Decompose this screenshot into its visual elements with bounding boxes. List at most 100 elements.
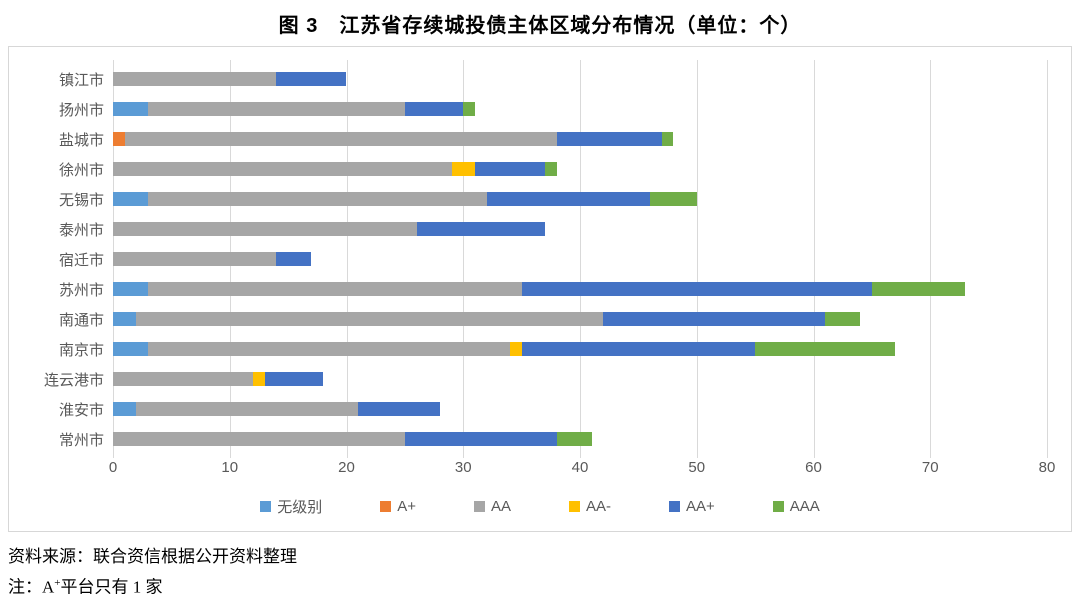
bar-segment-aaa [556, 432, 592, 446]
legend-marker-icon [260, 500, 272, 512]
bar-segment-aa- [509, 342, 522, 356]
bar-segment-aa+ [521, 342, 756, 356]
bar-segment-aa [113, 432, 405, 446]
bar-row [113, 184, 1047, 214]
bar-stack [113, 252, 1047, 266]
legend-item: AA [473, 497, 511, 515]
bar-segment-aa [113, 252, 277, 266]
bar-segment-无级别 [113, 342, 149, 356]
bar-stack [113, 402, 1047, 416]
x-tick-label: 80 [1038, 459, 1056, 476]
category-label: 泰州市 [58, 221, 104, 239]
bar-segment-aaa [463, 102, 475, 116]
bar-row [113, 124, 1047, 154]
bar-stack [113, 342, 1047, 356]
bar-row [113, 364, 1047, 394]
category-label: 苏州市 [58, 281, 104, 299]
bar-segment-aa+ [276, 72, 347, 86]
bar-row [113, 154, 1047, 184]
footnote-suffix: 平台只有 1 家 [60, 577, 163, 597]
legend-item: AA+ [669, 498, 715, 515]
gridline [813, 60, 815, 458]
legend-marker-icon [772, 500, 784, 512]
bar-segment-aa [136, 312, 604, 326]
legend-label: A+ [397, 497, 416, 515]
bar-stack [113, 312, 1047, 326]
x-tick-label: 50 [688, 459, 706, 476]
bar-stack [113, 222, 1047, 236]
bar-segment-aa [148, 342, 510, 356]
x-axis-spacer [9, 457, 113, 479]
source-note: 资料来源：联合资信根据公开资料整理 [8, 544, 1080, 570]
bar-segment-无级别 [113, 192, 149, 206]
bar-stack [113, 162, 1047, 176]
bar-row [113, 334, 1047, 364]
legend-item: AA- [568, 497, 611, 515]
bar-segment-无级别 [113, 402, 137, 416]
bar-segment-aa [136, 402, 359, 416]
category-label: 常州市 [58, 431, 104, 449]
bar-row [113, 424, 1047, 454]
x-tick-label: 10 [221, 459, 239, 476]
bar-stack [113, 372, 1047, 386]
gridline [463, 60, 465, 458]
bar-segment-aa+ [556, 132, 662, 146]
y-axis-labels: 镇江市 扬州市 盐城市 徐州市 无锡市 泰州市 宿迁市 苏州市 南通市 南京市 连云港市 淮安市 常州市 [9, 64, 113, 454]
bar-row [113, 214, 1047, 244]
legend-marker-icon [473, 500, 485, 512]
category-label: 徐州市 [58, 161, 104, 179]
bar-segment-无级别 [113, 312, 137, 326]
x-axis-ticks: 0 10 20 30 40 50 60 70 80 [109, 457, 1056, 479]
bar-row [113, 244, 1047, 274]
category-label: 盐城市 [58, 131, 104, 149]
bar-segment-aa [148, 102, 405, 116]
legend-label: AA+ [686, 497, 715, 515]
bar-stack [113, 192, 1047, 206]
legend-item: A+ [380, 498, 416, 515]
bar-row [113, 94, 1047, 124]
legend-label: AA [490, 497, 511, 515]
bar-segment-aa [124, 132, 557, 146]
category-label: 宿迁市 [58, 251, 104, 269]
bar-segment-aa+ [474, 162, 545, 176]
bar-row [113, 274, 1047, 304]
bar-segment-aa+ [416, 222, 545, 236]
source-note-text: 资料来源：联合资信根据公开资料整理 [8, 547, 297, 566]
legend-label: AA- [585, 497, 611, 515]
x-tick-label: 60 [805, 459, 822, 476]
bar-segment-aa [113, 372, 254, 386]
bars-layer [113, 64, 1047, 454]
bar-segment-aa- [451, 162, 475, 176]
bar-segment-aa [113, 222, 417, 236]
gridline [696, 60, 698, 458]
bar-segment-aa+ [264, 372, 324, 386]
bar-row [113, 304, 1047, 334]
x-tick-label: 70 [921, 459, 939, 476]
category-label: 南京市 [58, 341, 104, 359]
footnote-sup: + [54, 577, 61, 589]
category-label: 淮安市 [58, 401, 104, 419]
bar-stack [113, 432, 1047, 446]
chart-title: 图 3 江苏省存续城投债主体区域分布情况（单位：个） [278, 15, 802, 37]
footnote-prefix: 注：A [8, 577, 55, 597]
bar-segment-aa [148, 282, 522, 296]
legend-marker-icon [568, 500, 580, 512]
gridline [1047, 60, 1048, 458]
plot-area: 镇江市 扬州市 盐城市 徐州市 无锡市 泰州市 宿迁市 苏州市 南通市 南京市 连云港市 淮安市 常州市 [9, 60, 1071, 458]
legend-marker-icon [380, 500, 392, 512]
gridline [346, 60, 348, 458]
x-axis: 0 10 20 30 40 50 60 70 80 [9, 457, 1071, 479]
x-tick-label: 40 [571, 459, 589, 476]
legend-marker-icon [669, 500, 680, 512]
bar-segment-aa+ [358, 402, 440, 416]
bar-segment-aa [113, 162, 452, 176]
bar-row [113, 394, 1047, 424]
category-label: 镇江市 [58, 71, 104, 89]
bar-segment-aa+ [404, 102, 464, 116]
legend-label: AAA [789, 497, 820, 515]
bar-stack [113, 102, 1047, 116]
x-tick-label: 20 [338, 459, 355, 476]
plot-right [113, 60, 1048, 458]
bar-segment-aaa [755, 342, 896, 356]
